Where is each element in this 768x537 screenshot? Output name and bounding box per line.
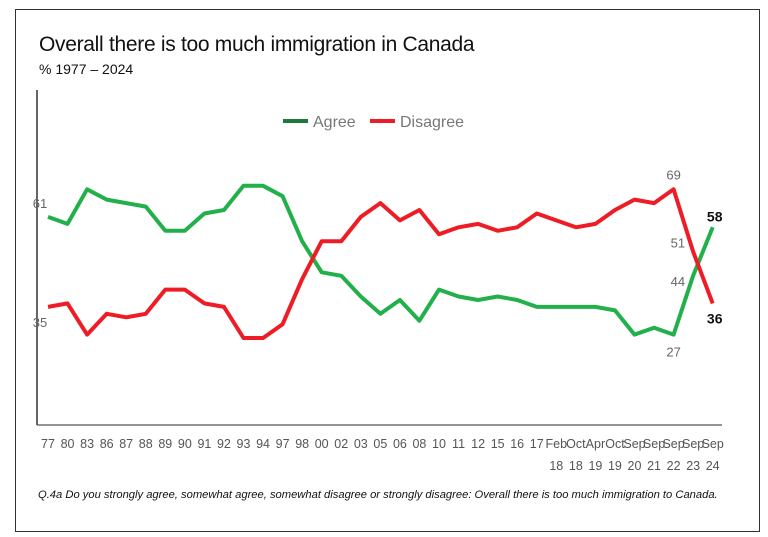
x-tick-label: 89 — [158, 437, 172, 451]
x-tick-label: 03 — [354, 437, 368, 451]
question-footnote: Q.4a Do you strongly agree, somewhat agr… — [38, 489, 718, 501]
x-tick-label: 12 — [471, 437, 485, 451]
x-tick-label: Oct — [566, 437, 586, 451]
legend-label-disagree: Disagree — [400, 114, 464, 131]
x-tick-label: 16 — [510, 437, 524, 451]
x-tick-label: Sep — [643, 437, 665, 451]
data-label-agree: 44 — [671, 274, 685, 289]
chart-subtitle: % 1977 – 2024 — [39, 61, 134, 77]
x-tick-label: Apr — [586, 437, 605, 451]
data-label-disagree: 35 — [33, 315, 47, 330]
x-tick-label: Sep — [682, 437, 704, 451]
data-label-agree: 27 — [666, 345, 680, 360]
x-tick-label: 08 — [412, 437, 426, 451]
x-tick-label: 05 — [373, 437, 387, 451]
x-tick-label: 86 — [100, 437, 114, 451]
x-tick-label-year: 21 — [647, 459, 661, 473]
x-tick-label-year: 24 — [706, 459, 720, 473]
x-tick-label: 77 — [41, 437, 55, 451]
x-tick-label: 80 — [61, 437, 75, 451]
x-tick-label: Oct — [605, 437, 625, 451]
x-tick-label-year: 20 — [628, 459, 642, 473]
x-tick-label: 06 — [393, 437, 407, 451]
x-tick-label: 92 — [217, 437, 231, 451]
x-tick-label-year: 22 — [667, 459, 681, 473]
x-tick-label-year: 19 — [588, 459, 602, 473]
x-tick-label: 00 — [315, 437, 329, 451]
x-tick-label: 98 — [295, 437, 309, 451]
data-label-agree: 61 — [33, 196, 47, 211]
x-tick-label: 88 — [139, 437, 153, 451]
data-label-disagree: 36 — [707, 310, 723, 326]
x-tick-label: 87 — [119, 437, 133, 451]
x-tick-label: 17 — [530, 437, 544, 451]
x-tick-label-year: 23 — [686, 459, 700, 473]
x-tick-label: 94 — [256, 437, 270, 451]
x-tick-label: 11 — [452, 437, 465, 451]
x-tick-label: Sep — [702, 437, 724, 451]
data-label-disagree: 69 — [666, 167, 680, 182]
x-tick-label: Sep — [623, 437, 645, 451]
x-tick-label-year: 18 — [549, 459, 563, 473]
x-tick-label: 15 — [491, 437, 505, 451]
x-tick-label: 02 — [334, 437, 348, 451]
x-tick-label: 93 — [237, 437, 251, 451]
series-line-agree — [47, 183, 715, 337]
x-tick-label-year: 18 — [569, 459, 583, 473]
series-line-disagree — [47, 187, 715, 340]
x-tick-label: 90 — [178, 437, 192, 451]
chart-title: Overall there is too much immigration in… — [39, 33, 475, 56]
x-tick-label: 91 — [197, 437, 211, 451]
x-tick-label: 83 — [80, 437, 94, 451]
x-tick-label: Sep — [662, 437, 684, 451]
legend-label-agree: Agree — [313, 114, 356, 131]
x-tick-label: 97 — [276, 437, 290, 451]
x-tick-label-year: 19 — [608, 459, 622, 473]
legend: Agree Disagree — [283, 114, 464, 131]
data-label-disagree: 51 — [671, 236, 685, 251]
x-tick-label: 10 — [432, 437, 446, 451]
data-label-agree: 58 — [707, 208, 723, 224]
chart-frame — [15, 9, 760, 532]
x-tick-label: Feb — [546, 437, 568, 451]
